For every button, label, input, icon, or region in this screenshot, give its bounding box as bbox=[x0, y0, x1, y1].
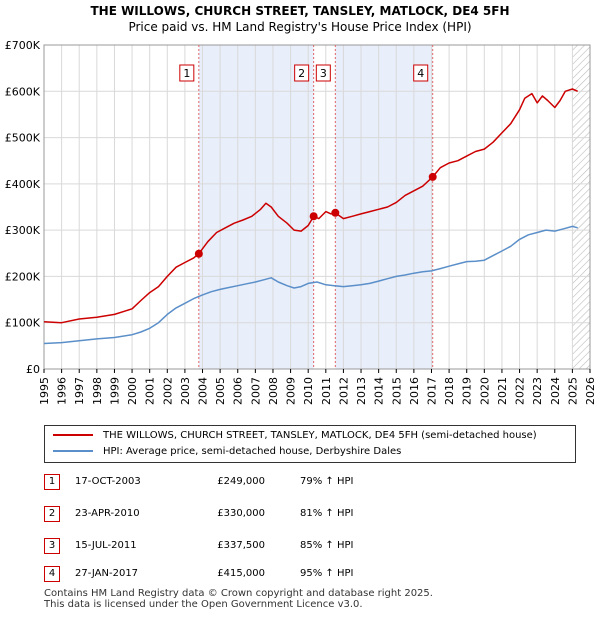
sale-label-number: 4 bbox=[417, 67, 424, 80]
legend: THE WILLOWS, CHURCH STREET, TANSLEY, MAT… bbox=[44, 425, 576, 463]
sale-marker bbox=[331, 208, 340, 217]
sale-hpi: 81% ↑ HPI bbox=[300, 508, 354, 519]
table-row: 1 17-OCT-2003 £249,000 79% ↑ HPI bbox=[0, 474, 600, 490]
chart-subtitle: Price paid vs. HM Land Registry's House … bbox=[128, 20, 472, 34]
sale-hpi: 79% ↑ HPI bbox=[300, 476, 354, 487]
x-tick-label: 2012 bbox=[337, 377, 350, 405]
x-tick-label: 2001 bbox=[144, 377, 157, 405]
chart-title: THE WILLOWS, CHURCH STREET, TANSLEY, MAT… bbox=[90, 4, 510, 18]
sale-number-box: 1 bbox=[44, 474, 60, 490]
sale-label-box bbox=[413, 64, 429, 82]
x-tick-label: 2005 bbox=[214, 377, 227, 405]
series-line-hpi bbox=[43, 225, 578, 345]
shaded-region bbox=[198, 45, 314, 369]
y-tick-label: £500K bbox=[5, 132, 41, 145]
sale-date: 15-JUL-2011 bbox=[75, 540, 137, 551]
plot-area bbox=[44, 45, 590, 369]
x-tick-label: 2002 bbox=[161, 377, 174, 405]
x-tick-label: 2026 bbox=[584, 377, 597, 405]
sale-number-box: 3 bbox=[44, 538, 60, 554]
y-tick-label: £700K bbox=[5, 39, 41, 52]
sale-label-number: 3 bbox=[320, 67, 327, 80]
x-tick-label: 1995 bbox=[38, 377, 51, 405]
sale-label-box bbox=[294, 64, 310, 82]
legend-label-property: THE WILLOWS, CHURCH STREET, TANSLEY, MAT… bbox=[103, 430, 537, 441]
sale-number-box: 2 bbox=[44, 506, 60, 522]
sale-hpi: 95% ↑ HPI bbox=[300, 568, 354, 579]
sale-number-box: 4 bbox=[44, 566, 60, 582]
future-hatch-region bbox=[572, 45, 590, 369]
y-tick-label: £300K bbox=[5, 224, 41, 237]
x-tick-label: 2017 bbox=[425, 377, 438, 405]
footer: Contains HM Land Registry data © Crown c… bbox=[44, 588, 433, 610]
y-tick-label: £400K bbox=[5, 178, 41, 191]
legend-swatch-property bbox=[53, 434, 93, 436]
x-tick-label: 2018 bbox=[443, 377, 456, 405]
sale-marker bbox=[194, 249, 203, 258]
sale-date: 17-OCT-2003 bbox=[75, 476, 141, 487]
price-chart: £0 £100K £200K £300K £400K £500K £600K £700K 199… bbox=[5, 39, 597, 405]
table-row: 3 15-JUL-2011 £337,500 85% ↑ HPI bbox=[0, 538, 600, 554]
sale-price: £337,500 bbox=[217, 540, 265, 551]
x-tick-label: 2015 bbox=[390, 377, 403, 405]
table-row: 4 27-JAN-2017 £415,000 95% ↑ HPI bbox=[0, 566, 600, 582]
x-tick-label: 2021 bbox=[496, 377, 509, 405]
sale-date: 27-JAN-2017 bbox=[75, 568, 139, 579]
x-tick-label: 2009 bbox=[285, 377, 298, 405]
x-tick-label: 2006 bbox=[232, 377, 245, 405]
sale-hpi: 85% ↑ HPI bbox=[300, 540, 354, 551]
x-tick-label: 2013 bbox=[355, 377, 368, 405]
x-tick-label: 1998 bbox=[91, 377, 104, 405]
x-tick-label: 2003 bbox=[179, 377, 192, 405]
x-tick-label: 2024 bbox=[549, 377, 562, 405]
y-tick-label: £0 bbox=[26, 363, 40, 376]
sale-marker bbox=[428, 172, 437, 181]
x-tick-label: 2025 bbox=[566, 377, 579, 405]
legend-item-property: THE WILLOWS, CHURCH STREET, TANSLEY, MAT… bbox=[53, 428, 537, 444]
x-tick-label: 2020 bbox=[478, 377, 491, 405]
shaded-region bbox=[335, 45, 433, 369]
x-tick-label: 2019 bbox=[461, 377, 474, 405]
plot-border bbox=[43, 44, 591, 370]
x-tick-label: 2008 bbox=[267, 377, 280, 405]
sale-price: £415,000 bbox=[217, 568, 265, 579]
sale-price: £330,000 bbox=[217, 508, 265, 519]
legend-swatch-hpi bbox=[53, 450, 93, 452]
x-tick-label: 2007 bbox=[249, 377, 262, 405]
sale-label-number: 1 bbox=[183, 67, 190, 80]
y-tick-label: £200K bbox=[5, 270, 41, 283]
y-tick-label: £100K bbox=[5, 317, 41, 330]
x-tick-label: 2014 bbox=[373, 377, 386, 405]
x-tick-label: 2011 bbox=[320, 377, 333, 405]
sale-label-box bbox=[315, 64, 331, 82]
x-tick-label: 2010 bbox=[302, 377, 315, 405]
legend-item-hpi: HPI: Average price, semi-detached house,… bbox=[53, 444, 401, 460]
x-tick-label: 2016 bbox=[408, 377, 421, 405]
sale-marker bbox=[309, 212, 318, 221]
x-tick-label: 2004 bbox=[197, 377, 210, 405]
footer-licence: This data is licensed under the Open Gov… bbox=[44, 599, 363, 610]
sale-label-number: 2 bbox=[298, 67, 305, 80]
legend-label-hpi: HPI: Average price, semi-detached house,… bbox=[103, 446, 402, 457]
x-tick-label: 1997 bbox=[73, 377, 86, 405]
y-tick-label: £600K bbox=[5, 85, 41, 98]
table-row: 2 23-APR-2010 £330,000 81% ↑ HPI bbox=[0, 506, 600, 522]
x-tick-label: 2000 bbox=[126, 377, 139, 405]
sale-price: £249,000 bbox=[217, 476, 265, 487]
x-tick-label: 1999 bbox=[108, 377, 121, 405]
footer-copyright: Contains HM Land Registry data © Crown c… bbox=[44, 588, 433, 599]
sale-label-box bbox=[179, 64, 195, 82]
x-tick-label: 2022 bbox=[514, 377, 527, 405]
x-tick-label: 1996 bbox=[56, 377, 69, 405]
sale-date: 23-APR-2010 bbox=[75, 508, 140, 519]
x-tick-label: 2023 bbox=[531, 377, 544, 405]
